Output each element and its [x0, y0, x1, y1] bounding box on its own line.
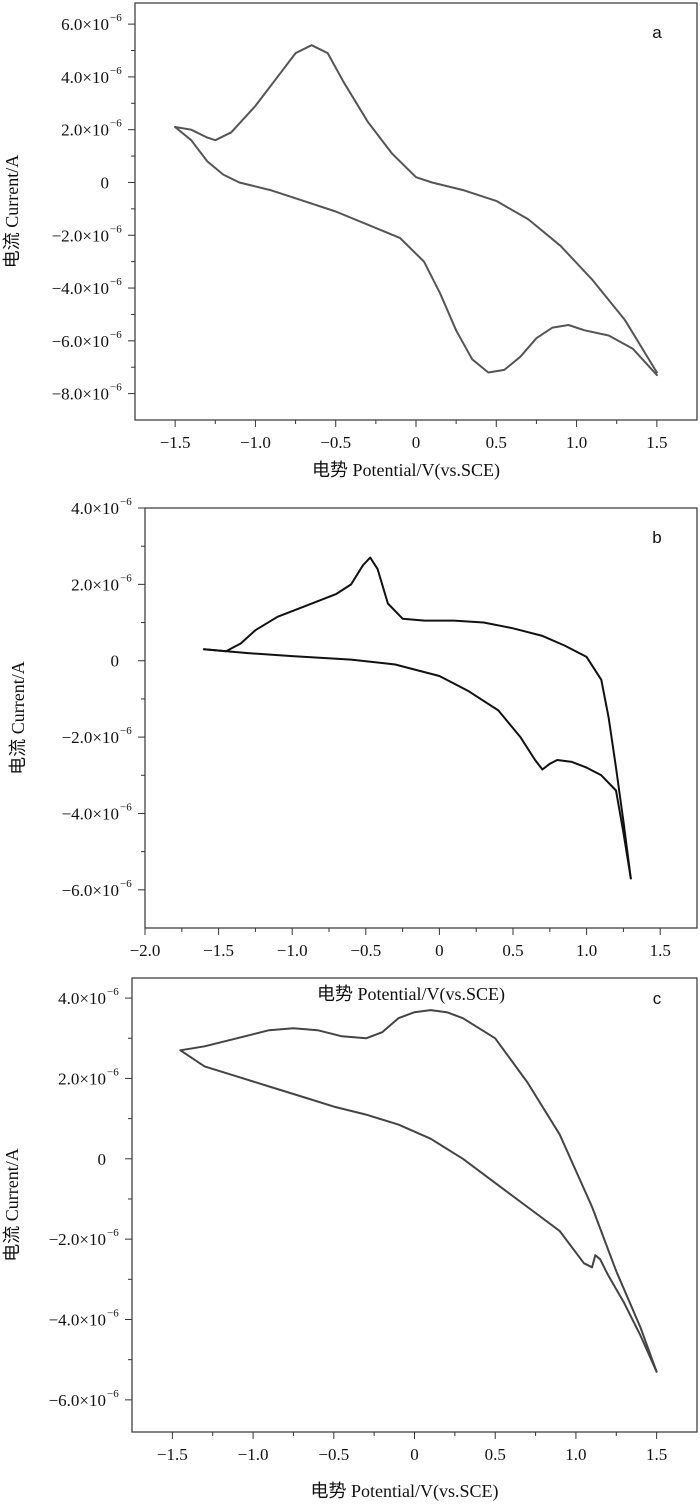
- plot-frame: [144, 507, 698, 929]
- y-tick-exponent: −6: [120, 878, 132, 890]
- y-tick-exponent: −6: [110, 118, 122, 130]
- plot-frame: [131, 977, 698, 1433]
- x-tick-label: 0: [435, 941, 444, 960]
- plot-frame: [134, 2, 698, 421]
- y-axis-title: 电流 Current/A: [2, 155, 22, 268]
- cv-curve: [202, 648, 632, 880]
- x-tick-label: 1.5: [650, 941, 671, 960]
- y-tick-exponent: −6: [120, 496, 132, 508]
- x-tick-label: 0.5: [485, 1445, 506, 1464]
- cv-curve: [202, 556, 632, 880]
- y-tick-label: 2.0×10: [61, 121, 109, 140]
- panel-label: b: [652, 528, 661, 547]
- x-tick-label: 0: [410, 1445, 419, 1464]
- y-tick-label: 2.0×10: [71, 575, 119, 594]
- y-tick-label: −2.0×10: [52, 226, 109, 245]
- x-tick-label: 1.0: [576, 941, 597, 960]
- panel-label: a: [652, 23, 662, 42]
- x-tick-label: 0.5: [502, 941, 523, 960]
- x-tick-label: 1.0: [565, 1445, 586, 1464]
- cv-curve: [174, 44, 658, 374]
- y-tick-label: −6.0×10: [52, 332, 109, 351]
- x-axis-title: 电势 Potential/V(vs.SCE): [317, 984, 505, 1005]
- panel-b: −2.0 −1.5 −1.0 −0.5 0 0.5 1.0 1.54.0×10 −62.0×10…: [8, 496, 698, 1005]
- cv-curve: [174, 126, 658, 377]
- y-tick-label: 4.0×10: [61, 68, 109, 87]
- y-tick-exponent: −6: [110, 12, 122, 24]
- x-tick-label: 0: [412, 433, 421, 452]
- x-tick-label: 0.5: [486, 433, 507, 452]
- x-axis-title: 电势 Potential/V(vs.SCE): [312, 460, 500, 481]
- y-tick-label: −8.0×10: [52, 385, 109, 404]
- x-tick-label: −1.5: [203, 941, 234, 960]
- y-tick-exponent: −6: [107, 1388, 119, 1400]
- x-tick-label: −0.5: [320, 433, 351, 452]
- x-tick-label: −0.5: [318, 1445, 349, 1464]
- y-tick-exponent: −6: [107, 1066, 119, 1078]
- y-tick-label: −6.0×10: [49, 1391, 106, 1410]
- x-tick-label: −1.5: [160, 433, 191, 452]
- y-axis-title: 电流 Current/A: [8, 661, 28, 774]
- x-tick-label: 1.5: [646, 1445, 667, 1464]
- y-tick-exponent: −6: [120, 801, 132, 813]
- x-tick-label: −0.5: [350, 941, 381, 960]
- y-tick-exponent: −6: [110, 329, 122, 341]
- panel-label: c: [653, 989, 662, 1008]
- y-tick-exponent: −6: [107, 986, 119, 998]
- y-tick-exponent: −6: [110, 382, 122, 394]
- y-tick-label: 4.0×10: [71, 499, 119, 518]
- y-tick-label: −2.0×10: [62, 728, 119, 747]
- y-tick-exponent: −6: [120, 572, 132, 584]
- y-tick-label: 0: [98, 1150, 107, 1169]
- y-tick-exponent: −6: [120, 725, 132, 737]
- y-tick-exponent: −6: [110, 223, 122, 235]
- x-tick-label: −1.0: [240, 433, 271, 452]
- x-axis-title: 电势 Potential/V(vs.SCE): [311, 1481, 499, 1502]
- y-tick-exponent: −6: [110, 65, 122, 77]
- x-tick-label: 1.5: [646, 433, 667, 452]
- y-tick-label: −4.0×10: [52, 279, 109, 298]
- x-tick-label: −1.0: [277, 941, 308, 960]
- y-tick-label: 0: [101, 173, 110, 192]
- y-axis-title: 电流 Current/A: [2, 1148, 22, 1261]
- panel-c: −1.5 −1.0 −0.5 0 0.5 1.0 1.54.0×10 −62.0×10 −60−…: [2, 977, 698, 1502]
- x-tick-label: −1.5: [157, 1445, 188, 1464]
- y-tick-exponent: −6: [107, 1227, 119, 1239]
- y-tick-label: −4.0×10: [49, 1311, 106, 1330]
- cv-curve: [179, 1049, 658, 1373]
- y-tick-label: 0: [111, 652, 120, 671]
- y-tick-label: 2.0×10: [58, 1069, 106, 1088]
- y-tick-label: 6.0×10: [61, 15, 109, 34]
- y-tick-label: −4.0×10: [62, 804, 119, 823]
- cv-curve: [179, 1009, 658, 1373]
- y-tick-label: 4.0×10: [58, 989, 106, 1008]
- x-tick-label: −1.0: [238, 1445, 269, 1464]
- y-tick-exponent: −6: [107, 1308, 119, 1320]
- panel-a: −1.5 −1.0 −0.5 0 0.5 1.0 1.56.0×10 −64.0×10 −62.…: [2, 2, 698, 481]
- y-tick-label: −2.0×10: [49, 1230, 106, 1249]
- x-tick-label: 1.0: [566, 433, 587, 452]
- x-tick-label: −2.0: [130, 941, 161, 960]
- y-tick-label: −6.0×10: [62, 881, 119, 900]
- y-tick-exponent: −6: [110, 276, 122, 288]
